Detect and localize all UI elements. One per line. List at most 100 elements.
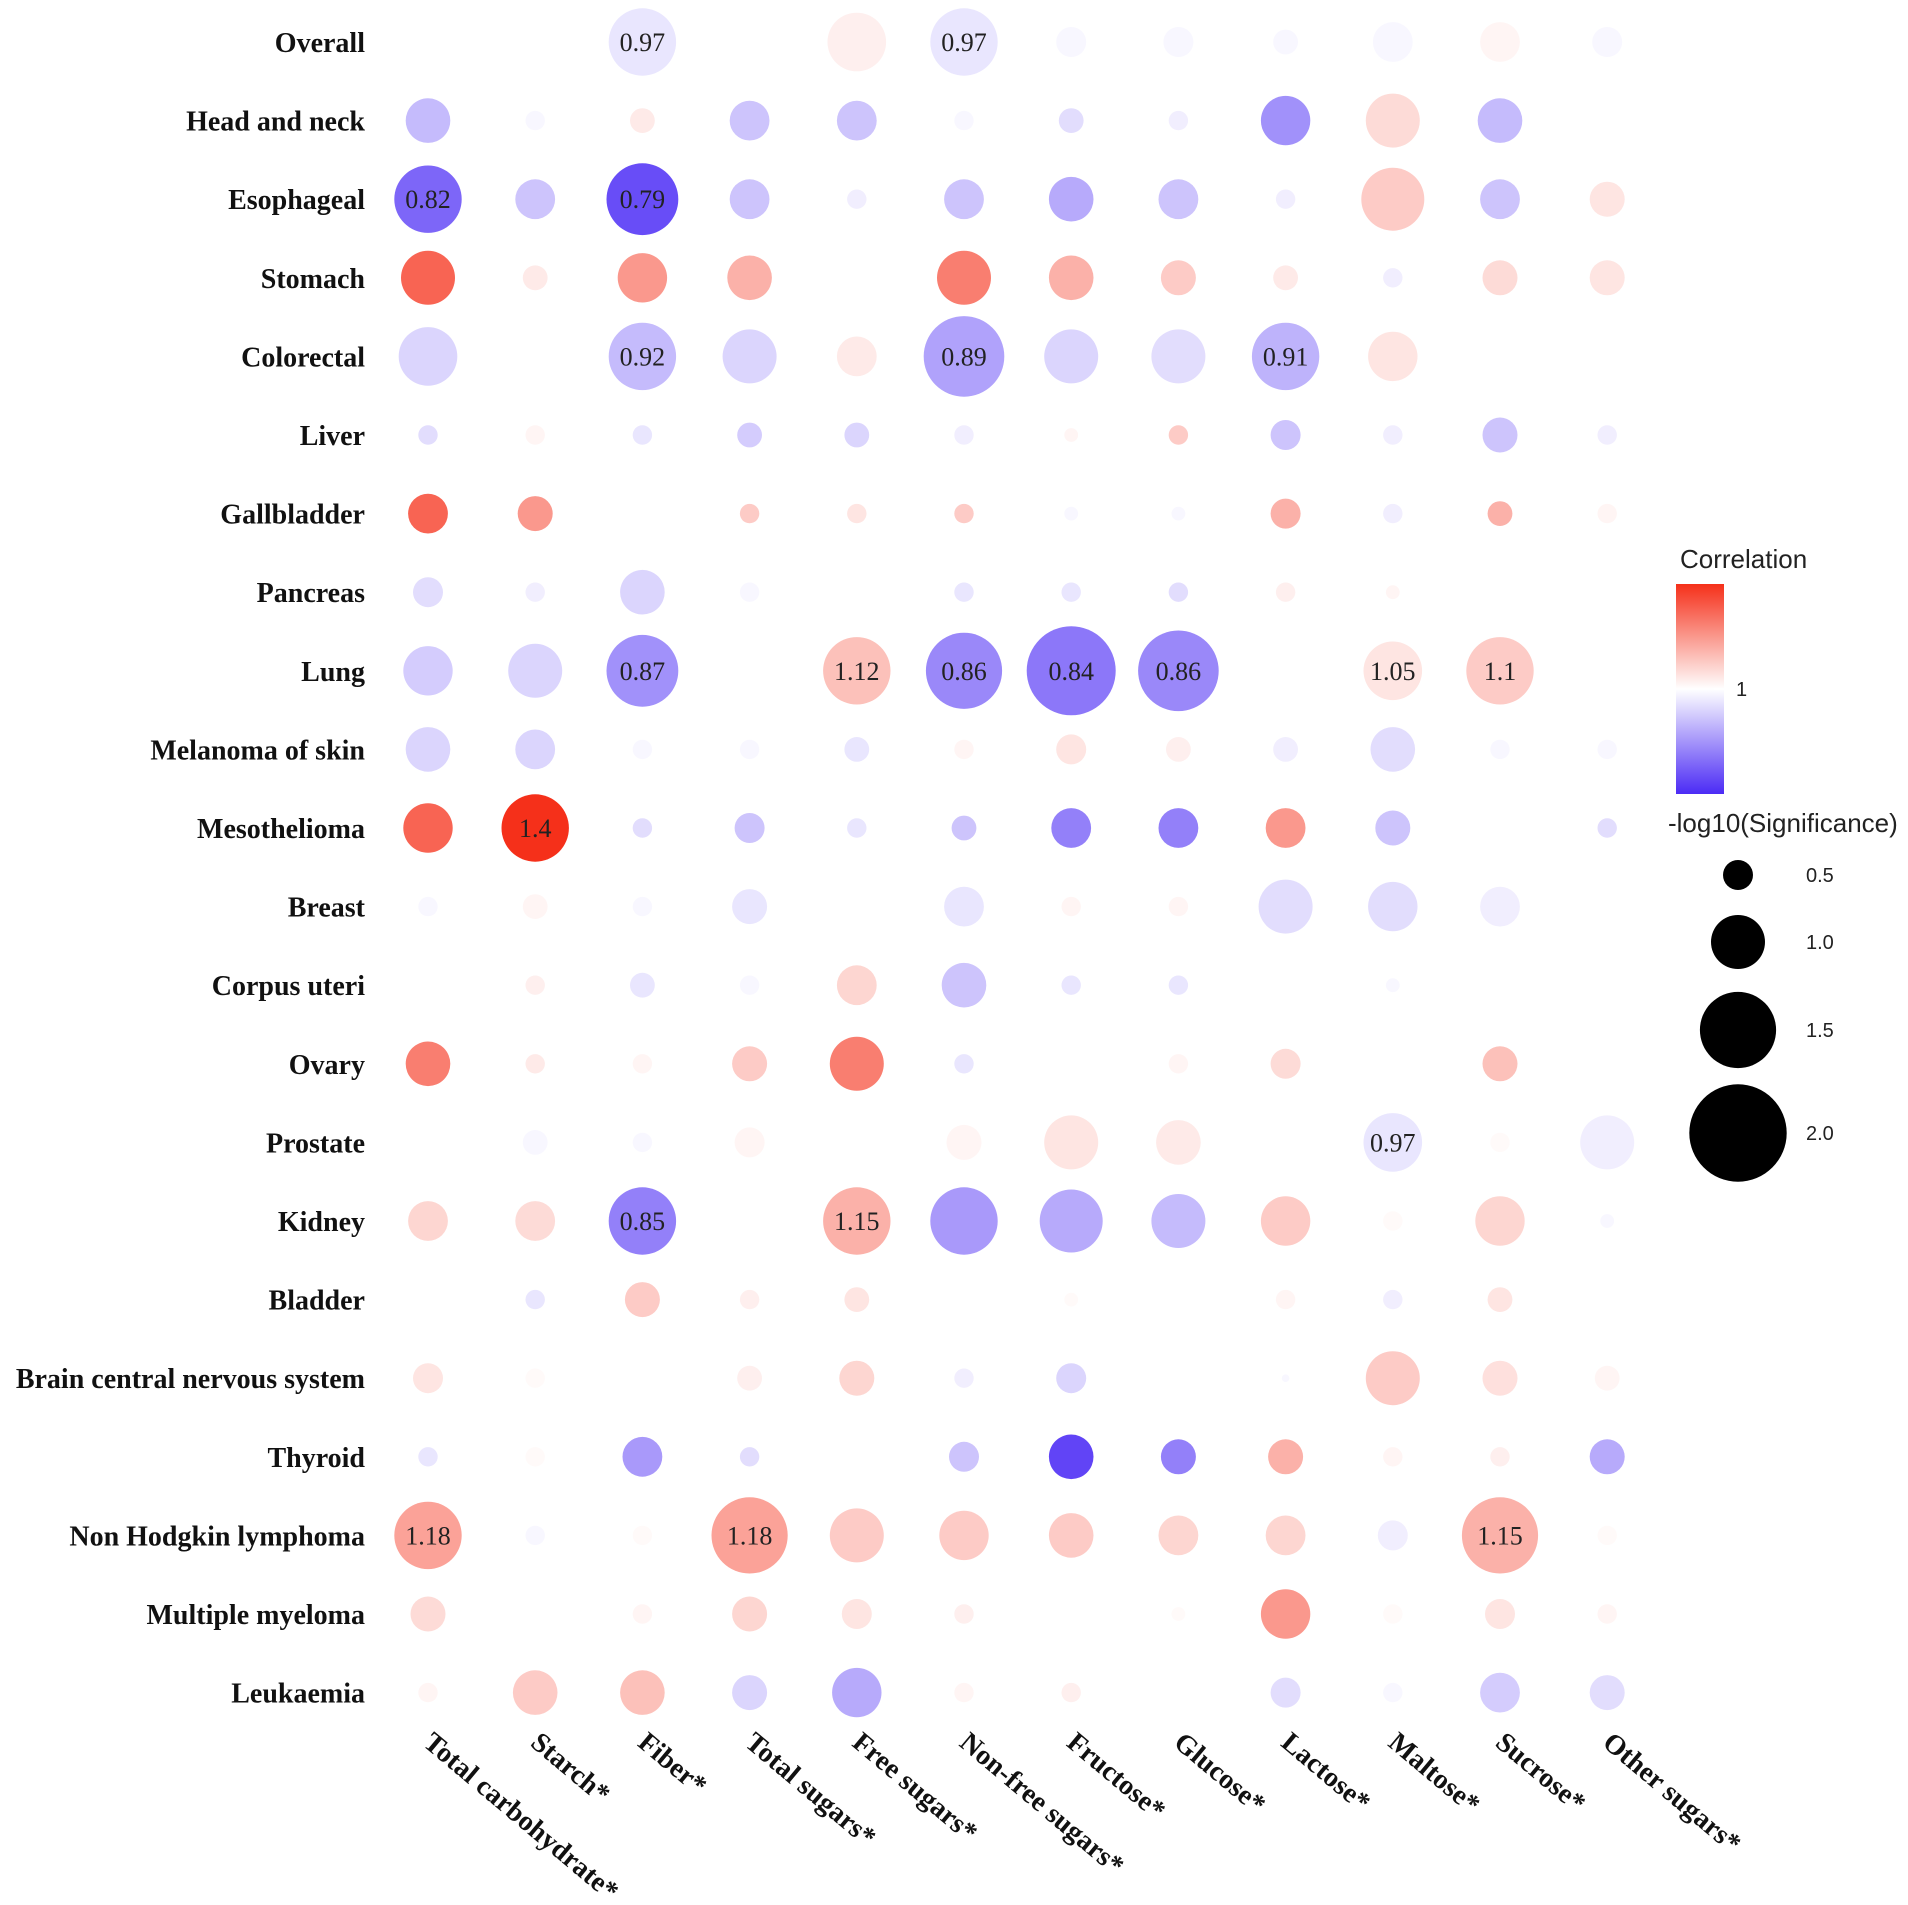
column-label: Glucose* (1168, 1727, 1271, 1821)
bubble (954, 582, 974, 602)
bubble (1365, 1351, 1420, 1406)
bubble (1597, 1604, 1617, 1624)
bubble (946, 1124, 982, 1160)
bubble (1061, 1682, 1081, 1703)
bubble (410, 1596, 446, 1632)
color-legend-mid-label: 1 (1736, 679, 1747, 701)
bubble (525, 582, 545, 602)
bubble (1281, 981, 1290, 989)
bubble (1383, 1682, 1403, 1703)
bubble (739, 1289, 760, 1310)
bubble (630, 108, 655, 133)
size-legend: 0.5 1.0 1.5 2.0 (1689, 860, 1834, 1182)
bubble (1160, 260, 1196, 296)
bubble (1048, 1434, 1094, 1480)
bubble (522, 265, 548, 291)
bubble (1477, 98, 1523, 143)
bubble (930, 8, 998, 76)
bubble (832, 1667, 882, 1718)
bubble (405, 727, 451, 772)
bubble (1597, 818, 1617, 838)
legend: Correlation 1 -log10(Significance) 0.5 1.… (1668, 544, 1898, 1182)
bubble (1048, 255, 1094, 301)
bubble (836, 965, 877, 1006)
bubble (1490, 739, 1510, 760)
bubble (847, 503, 867, 524)
bubble (1597, 739, 1617, 760)
bubble (424, 1295, 432, 1304)
bubble (1160, 1439, 1196, 1475)
bubble (1490, 1132, 1510, 1153)
bubble (1278, 663, 1293, 678)
bubble (829, 1036, 884, 1091)
bubble (1163, 27, 1194, 57)
column-label: Lactose* (1275, 1727, 1376, 1819)
bubble (1482, 260, 1518, 296)
row-label: Pancreas (257, 578, 365, 609)
bubble (1151, 1194, 1206, 1248)
row-label: Melanoma of skin (150, 735, 365, 766)
bubble (1061, 975, 1081, 995)
bubble-value-label: 0.85 (620, 1207, 666, 1236)
bubble (1482, 1360, 1518, 1396)
bubble (508, 643, 563, 698)
bubble (925, 632, 1003, 709)
column-label: Fiber* (632, 1727, 713, 1802)
bubble (403, 803, 453, 853)
bubble (1168, 110, 1189, 131)
bubble (525, 1447, 545, 1467)
bubble (632, 425, 653, 445)
bubble (923, 316, 1005, 397)
bubble (1496, 824, 1504, 832)
bubbles (394, 8, 1635, 1718)
bubble (844, 1287, 870, 1312)
bubble (1603, 902, 1611, 911)
bubble (1273, 737, 1298, 762)
bubble (954, 739, 974, 760)
row-label: Multiple myeloma (146, 1600, 365, 1631)
bubble (1603, 588, 1611, 596)
bubble-value-label: 1.18 (405, 1521, 451, 1550)
bubble (1265, 1515, 1306, 1556)
bubble (1603, 116, 1611, 125)
bubble (1383, 1447, 1403, 1467)
bubble (729, 100, 770, 141)
bubble (732, 1046, 768, 1082)
bubble (844, 422, 870, 448)
bubble (1056, 1363, 1087, 1394)
bubble (1461, 1497, 1539, 1574)
bubble (839, 1360, 875, 1396)
size-legend-label: 1.5 (1806, 1020, 1834, 1042)
bubble (827, 12, 887, 72)
bubble (1260, 95, 1311, 146)
bubble (939, 1510, 989, 1561)
row-label: Bladder (269, 1286, 365, 1317)
bubble (954, 1368, 974, 1388)
bubble (1064, 506, 1079, 521)
bubble (1597, 1525, 1617, 1546)
bubble (1064, 428, 1079, 442)
bubble (1061, 896, 1081, 917)
bubble (1044, 329, 1099, 384)
bubble (1051, 808, 1092, 848)
bubble (1377, 1520, 1408, 1551)
bubble (606, 634, 679, 707)
bubble-value-label: 1.1 (1484, 657, 1517, 686)
bubble (944, 886, 984, 927)
bubble-value-label: 1.15 (834, 1207, 880, 1236)
bubble (1270, 1677, 1301, 1708)
bubble-value-label: 0.86 (941, 657, 987, 686)
bubble (418, 1682, 438, 1703)
bubble (517, 496, 553, 532)
bubble (853, 1138, 861, 1147)
row-label: Lung (301, 657, 365, 688)
bubble (1260, 1196, 1311, 1246)
row-label: Gallbladder (220, 500, 365, 531)
bubble (1166, 737, 1191, 762)
bubble (624, 1282, 660, 1318)
bubble (1389, 1060, 1397, 1068)
bubble (1600, 978, 1615, 993)
bubble (632, 1132, 653, 1153)
bubble (841, 1599, 872, 1629)
